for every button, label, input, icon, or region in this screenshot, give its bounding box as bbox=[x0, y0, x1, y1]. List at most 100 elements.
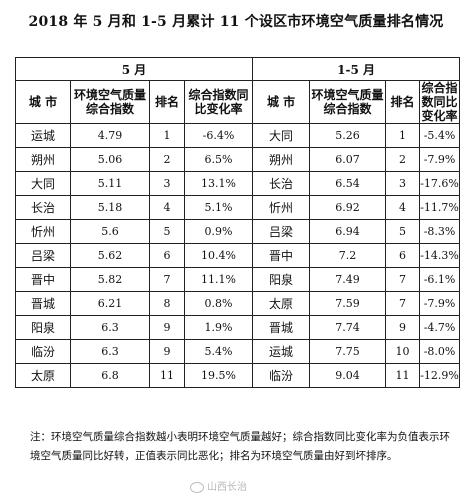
rank-cell: 4 bbox=[149, 195, 185, 220]
change-cell: -7.9% bbox=[419, 291, 461, 316]
rank-cell: 3 bbox=[149, 171, 185, 196]
city-cell: 长治 bbox=[15, 195, 71, 220]
change-cell: 13.1% bbox=[183, 171, 254, 196]
change-cell: -8.0% bbox=[419, 339, 461, 364]
group-header-row: 5 月 1-5 月 bbox=[14, 57, 461, 81]
change-cell: 11.1% bbox=[183, 267, 254, 292]
change-cell: -6.4% bbox=[183, 123, 254, 148]
city-cell: 阳泉 bbox=[252, 267, 311, 292]
col-header-rank: 排名 bbox=[149, 80, 185, 124]
rank-cell: 5 bbox=[149, 219, 185, 244]
rank-cell: 10 bbox=[385, 339, 421, 364]
index-cell: 6.21 bbox=[70, 291, 150, 316]
rank-cell: 2 bbox=[149, 147, 185, 172]
index-cell: 6.3 bbox=[70, 339, 150, 364]
city-cell: 临汾 bbox=[252, 363, 311, 388]
col-header-change: 综合指数同比变化率 bbox=[183, 80, 254, 124]
index-cell: 5.82 bbox=[70, 267, 150, 292]
change-cell: -14.3% bbox=[419, 243, 461, 268]
city-cell: 临汾 bbox=[15, 339, 71, 364]
index-cell: 6.54 bbox=[309, 171, 387, 196]
index-cell: 4.79 bbox=[70, 123, 150, 148]
index-cell: 5.26 bbox=[309, 123, 387, 148]
index-cell: 7.49 bbox=[309, 267, 387, 292]
change-cell: -11.7% bbox=[419, 195, 461, 220]
city-cell: 吕梁 bbox=[252, 219, 311, 244]
ranking-table: 5 月 1-5 月 城 市 环境空气质量综合指数 排名 综合指数同比变化率 城 … bbox=[14, 57, 461, 388]
ranking-table-body: 运城 4.79 1 -6.4% 大同 5.26 1 -5.4% 朔州 5.06 2 6.5% 朔州 6.0… bbox=[15, 123, 461, 388]
city-cell: 晋城 bbox=[15, 291, 71, 316]
rank-cell: 11 bbox=[385, 363, 421, 388]
col-header-change: 综合指数同比变化率 bbox=[419, 80, 461, 124]
rank-cell: 7 bbox=[385, 267, 421, 292]
city-cell: 朔州 bbox=[15, 147, 71, 172]
change-cell: -8.3% bbox=[419, 219, 461, 244]
column-header-row: 城 市 环境空气质量综合指数 排名 综合指数同比变化率 城 市 环境空气质量综合… bbox=[15, 80, 461, 124]
index-cell: 5.62 bbox=[70, 243, 150, 268]
footnote: 注：环境空气质量综合指数越小表明环境空气质量越好；综合指数同比变化率为负值表示环… bbox=[30, 431, 450, 462]
city-cell: 晋中 bbox=[252, 243, 311, 268]
change-cell: 0.9% bbox=[183, 219, 254, 244]
index-cell: 6.94 bbox=[309, 219, 387, 244]
watermark-text: 山西长治 bbox=[207, 482, 247, 493]
index-cell: 5.06 bbox=[70, 147, 150, 172]
change-cell: 0.8% bbox=[183, 291, 254, 316]
col-header-index: 环境空气质量综合指数 bbox=[70, 80, 150, 124]
rank-cell: 5 bbox=[385, 219, 421, 244]
col-header-rank: 排名 bbox=[385, 80, 421, 124]
index-cell: 9.04 bbox=[309, 363, 387, 388]
rank-cell: 1 bbox=[149, 123, 185, 148]
table-row: 晋城 6.21 8 0.8% 太原 7.59 7 -7.9% bbox=[15, 291, 461, 316]
rank-cell: 7 bbox=[149, 267, 185, 292]
city-cell: 太原 bbox=[15, 363, 71, 388]
index-cell: 7.59 bbox=[309, 291, 387, 316]
rank-cell: 6 bbox=[149, 243, 185, 268]
table-row: 晋中 5.82 7 11.1% 阳泉 7.49 7 -6.1% bbox=[15, 267, 461, 292]
index-cell: 6.3 bbox=[70, 315, 150, 340]
city-cell: 吕梁 bbox=[15, 243, 71, 268]
group-header-may: 5 月 bbox=[14, 57, 254, 81]
change-cell: 6.5% bbox=[183, 147, 254, 172]
table-row: 太原 6.8 11 19.5% 临汾 9.04 11 -12.9% bbox=[15, 363, 461, 388]
change-cell: 1.9% bbox=[183, 315, 254, 340]
city-cell: 晋中 bbox=[15, 267, 71, 292]
index-cell: 5.18 bbox=[70, 195, 150, 220]
table-row: 临汾 6.3 9 5.4% 运城 7.75 10 -8.0% bbox=[15, 339, 461, 364]
change-cell: 19.5% bbox=[183, 363, 254, 388]
city-cell: 大同 bbox=[15, 171, 71, 196]
city-cell: 大同 bbox=[252, 123, 311, 148]
change-cell: -4.7% bbox=[419, 315, 461, 340]
weibo-icon bbox=[190, 481, 204, 493]
city-cell: 朔州 bbox=[252, 147, 311, 172]
watermark: 山西长治 bbox=[190, 478, 247, 493]
change-cell: 5.4% bbox=[183, 339, 254, 364]
change-cell: -12.9% bbox=[419, 363, 461, 388]
table-row: 运城 4.79 1 -6.4% 大同 5.26 1 -5.4% bbox=[15, 123, 461, 148]
city-cell: 阳泉 bbox=[15, 315, 71, 340]
table-row: 长治 5.18 4 5.1% 忻州 6.92 4 -11.7% bbox=[15, 195, 461, 220]
rank-cell: 8 bbox=[149, 291, 185, 316]
index-cell: 7.74 bbox=[309, 315, 387, 340]
rank-cell: 9 bbox=[385, 315, 421, 340]
rank-cell: 2 bbox=[385, 147, 421, 172]
city-cell: 运城 bbox=[15, 123, 71, 148]
change-cell: -6.1% bbox=[419, 267, 461, 292]
index-cell: 6.92 bbox=[309, 195, 387, 220]
rank-cell: 3 bbox=[385, 171, 421, 196]
rank-cell: 4 bbox=[385, 195, 421, 220]
change-cell: -17.6% bbox=[419, 171, 461, 196]
index-cell: 5.6 bbox=[70, 219, 150, 244]
table-row: 大同 5.11 3 13.1% 长治 6.54 3 -17.6% bbox=[15, 171, 461, 196]
rank-cell: 6 bbox=[385, 243, 421, 268]
index-cell: 6.8 bbox=[70, 363, 150, 388]
index-cell: 7.2 bbox=[309, 243, 387, 268]
change-cell: 5.1% bbox=[183, 195, 254, 220]
index-cell: 6.07 bbox=[309, 147, 387, 172]
index-cell: 7.75 bbox=[309, 339, 387, 364]
col-header-city: 城 市 bbox=[15, 80, 71, 124]
city-cell: 长治 bbox=[252, 171, 311, 196]
index-cell: 5.11 bbox=[70, 171, 150, 196]
rank-cell: 9 bbox=[149, 315, 185, 340]
city-cell: 忻州 bbox=[252, 195, 311, 220]
change-cell: -7.9% bbox=[419, 147, 461, 172]
